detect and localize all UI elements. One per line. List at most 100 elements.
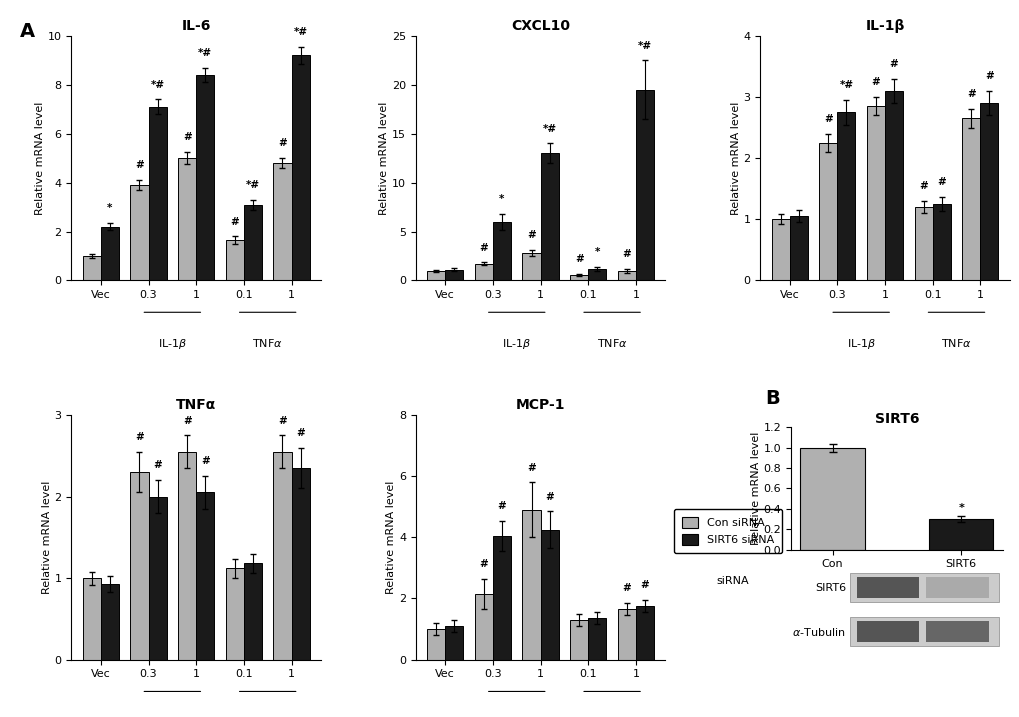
Bar bbox=[83, 256, 101, 280]
Bar bbox=[925, 576, 987, 598]
Text: IL-1$\beta$: IL-1$\beta$ bbox=[846, 337, 875, 351]
Text: #: # bbox=[870, 77, 879, 87]
Bar bbox=[931, 204, 950, 280]
Bar bbox=[618, 609, 635, 660]
Bar bbox=[492, 536, 511, 660]
Bar bbox=[979, 103, 998, 280]
Text: #: # bbox=[936, 177, 946, 187]
Text: $\alpha$-Tubulin: $\alpha$-Tubulin bbox=[792, 626, 845, 637]
Text: #: # bbox=[278, 138, 286, 148]
Bar bbox=[244, 204, 262, 280]
Text: #: # bbox=[278, 416, 286, 426]
Title: IL-1β: IL-1β bbox=[864, 19, 904, 33]
Text: #: # bbox=[889, 59, 898, 69]
Bar bbox=[130, 472, 149, 660]
Bar bbox=[83, 578, 101, 660]
Bar bbox=[130, 185, 149, 280]
Title: IL-6: IL-6 bbox=[181, 19, 211, 33]
Text: #: # bbox=[966, 90, 975, 100]
Bar bbox=[475, 594, 492, 660]
Bar bbox=[588, 269, 605, 280]
Text: #: # bbox=[182, 132, 192, 142]
Text: *: * bbox=[499, 194, 504, 204]
Text: #: # bbox=[296, 428, 305, 438]
Y-axis label: Relative mRNA level: Relative mRNA level bbox=[750, 432, 760, 545]
Text: *: * bbox=[594, 247, 599, 257]
Text: #: # bbox=[201, 457, 210, 466]
Bar bbox=[570, 620, 588, 660]
Text: #: # bbox=[182, 416, 192, 426]
Text: IL-1$\beta$: IL-1$\beta$ bbox=[158, 337, 186, 351]
Bar bbox=[475, 264, 492, 280]
Text: #: # bbox=[479, 559, 488, 569]
Bar bbox=[866, 106, 884, 280]
Text: #: # bbox=[823, 114, 832, 124]
Text: #: # bbox=[497, 500, 505, 511]
Bar bbox=[196, 75, 214, 280]
Text: TNF$\alpha$: TNF$\alpha$ bbox=[596, 337, 627, 348]
Text: #: # bbox=[984, 71, 993, 81]
Text: IL-1$\beta$: IL-1$\beta$ bbox=[501, 337, 531, 351]
Title: TNFα: TNFα bbox=[176, 399, 216, 412]
Bar bbox=[244, 564, 262, 660]
Text: #: # bbox=[575, 254, 583, 264]
Bar bbox=[850, 617, 998, 646]
Y-axis label: Relative mRNA level: Relative mRNA level bbox=[379, 102, 389, 215]
Text: #: # bbox=[640, 580, 649, 590]
Bar bbox=[770, 219, 789, 280]
Bar bbox=[196, 493, 214, 660]
Bar bbox=[225, 240, 244, 280]
Text: SIRT6: SIRT6 bbox=[814, 582, 845, 592]
Text: *: * bbox=[957, 503, 963, 513]
Text: #: # bbox=[622, 249, 631, 259]
Bar bbox=[178, 158, 196, 280]
Bar bbox=[225, 569, 244, 660]
Y-axis label: Relative mRNA level: Relative mRNA level bbox=[42, 480, 52, 594]
Text: TNF$\alpha$: TNF$\alpha$ bbox=[941, 337, 971, 348]
Bar bbox=[856, 621, 918, 642]
Legend: Con siRNA, SIRT6 siRNA: Con siRNA, SIRT6 siRNA bbox=[674, 509, 782, 553]
Bar bbox=[522, 510, 540, 660]
Text: #: # bbox=[135, 432, 144, 442]
Text: IL-1$\beta$: IL-1$\beta$ bbox=[158, 716, 186, 717]
Bar bbox=[445, 626, 463, 660]
Bar bbox=[492, 222, 511, 280]
Title: MCP-1: MCP-1 bbox=[516, 399, 565, 412]
Bar bbox=[427, 629, 445, 660]
Bar bbox=[273, 452, 291, 660]
Bar bbox=[789, 217, 807, 280]
Bar bbox=[178, 452, 196, 660]
Bar bbox=[540, 530, 558, 660]
Text: *#: *# bbox=[542, 124, 556, 133]
Bar bbox=[149, 497, 166, 660]
Bar bbox=[800, 447, 864, 549]
Text: *: * bbox=[107, 203, 112, 213]
Text: #: # bbox=[230, 217, 238, 227]
Y-axis label: Relative mRNA level: Relative mRNA level bbox=[386, 480, 395, 594]
Bar bbox=[588, 618, 605, 660]
Text: #: # bbox=[918, 181, 927, 191]
Text: *#: *# bbox=[637, 41, 651, 50]
Bar bbox=[101, 584, 119, 660]
Bar bbox=[850, 573, 998, 602]
Text: #: # bbox=[153, 460, 162, 470]
Bar bbox=[635, 606, 653, 660]
Text: #: # bbox=[479, 242, 488, 252]
Bar bbox=[427, 271, 445, 280]
Text: *#: *# bbox=[293, 27, 308, 37]
Bar bbox=[291, 55, 310, 280]
Text: B: B bbox=[764, 389, 780, 408]
Text: *#: *# bbox=[246, 180, 260, 190]
Bar bbox=[273, 163, 291, 280]
Text: siRNA: siRNA bbox=[716, 576, 749, 587]
Bar bbox=[928, 519, 993, 549]
Bar bbox=[635, 90, 653, 280]
Y-axis label: Relative mRNA level: Relative mRNA level bbox=[730, 102, 740, 215]
Bar bbox=[818, 143, 837, 280]
Title: CXCL10: CXCL10 bbox=[511, 19, 570, 33]
Text: TNF$\alpha$: TNF$\alpha$ bbox=[252, 716, 282, 717]
Title: SIRT6: SIRT6 bbox=[873, 412, 918, 426]
Text: A: A bbox=[20, 22, 36, 40]
Text: *#: *# bbox=[839, 80, 853, 90]
Bar bbox=[925, 621, 987, 642]
